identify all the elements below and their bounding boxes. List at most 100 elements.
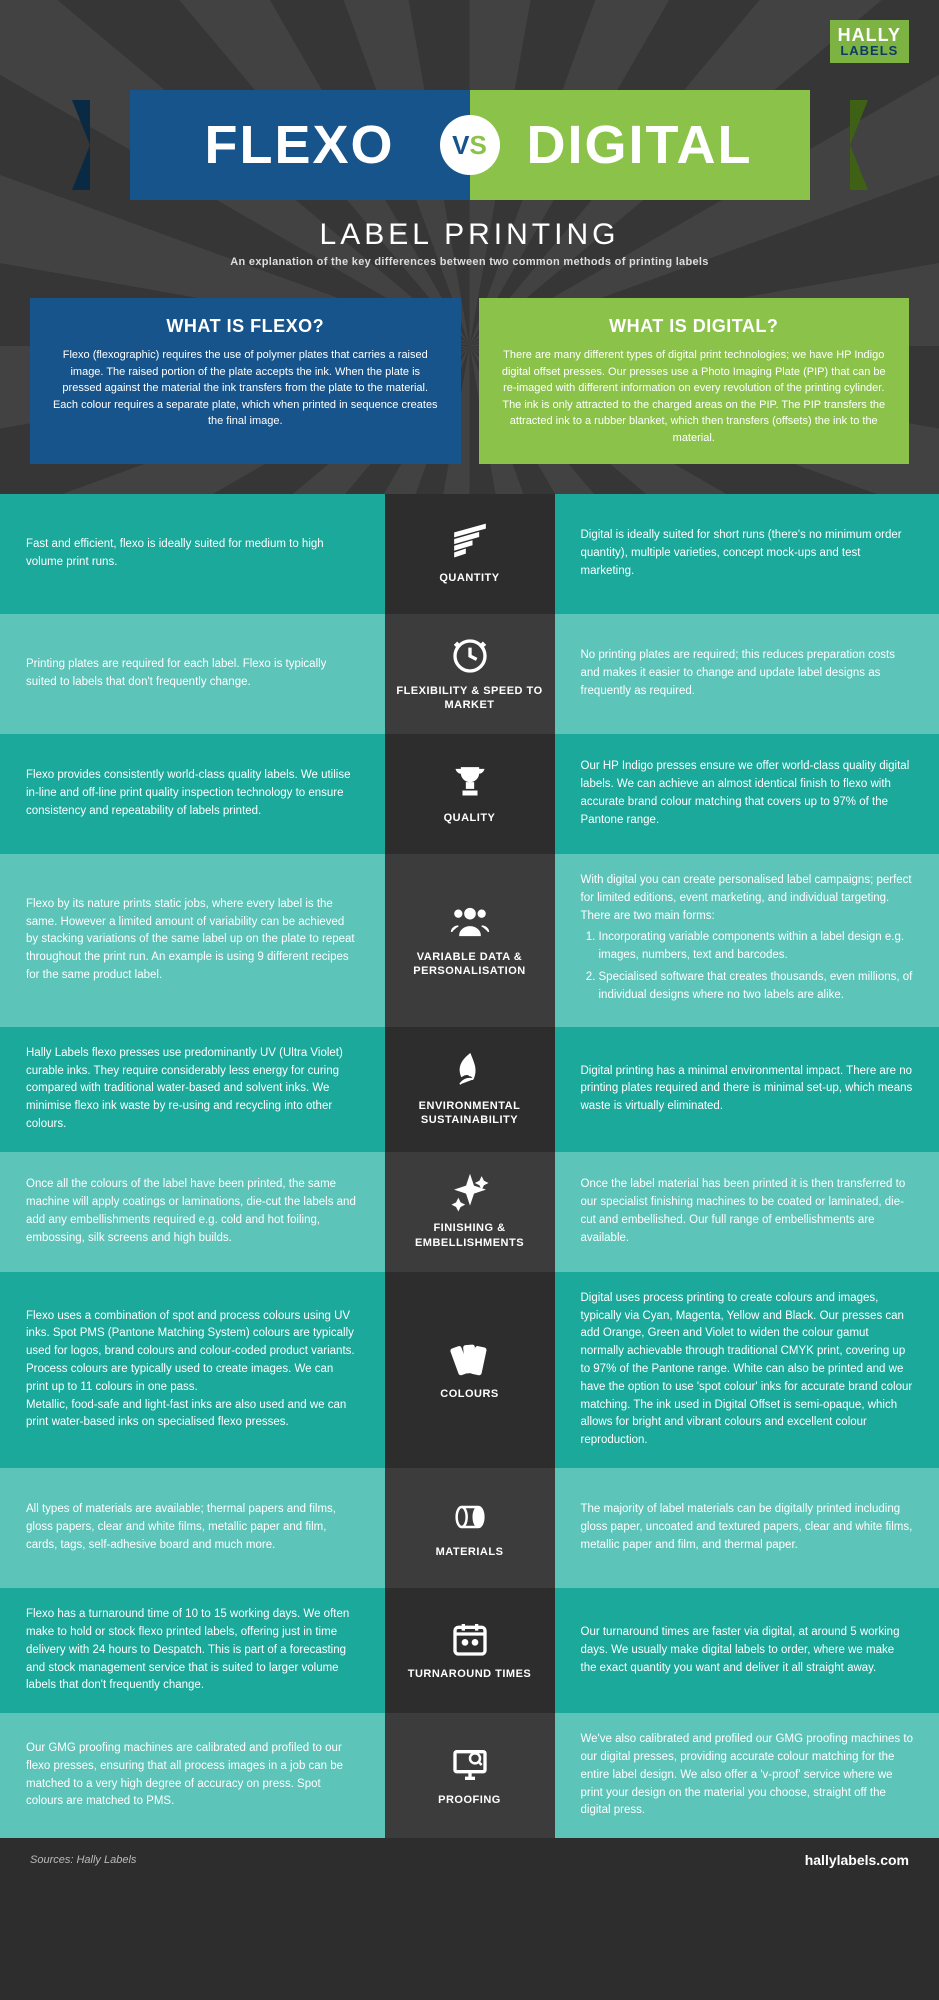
intro-digital-body: There are many different types of digita… — [501, 347, 888, 446]
category-cell: PROOFING — [385, 1713, 555, 1838]
category-cell: FLEXIBILITY & SPEED TO MARKET — [385, 614, 555, 734]
digital-cell: Digital uses process printing to create … — [555, 1272, 939, 1468]
digital-cell: The majority of label materials can be d… — [555, 1468, 939, 1588]
digital-text: Once the label material has been printed… — [581, 1176, 914, 1247]
flexo-cell: Flexo provides consistently world-class … — [0, 734, 385, 854]
category-label: COLOURS — [440, 1387, 499, 1401]
category-icon — [450, 1745, 490, 1785]
comparison-row: All types of materials are available; th… — [0, 1468, 939, 1588]
comparison-row: Fast and efficient, flexo is ideally sui… — [0, 494, 939, 614]
digital-cell: Digital is ideally suited for short runs… — [555, 494, 939, 614]
category-label: PROOFING — [438, 1793, 501, 1807]
digital-cell: With digital you can create personalised… — [555, 854, 939, 1027]
intro-boxes: WHAT IS FLEXO? Flexo (flexographic) requ… — [30, 298, 909, 464]
flexo-text: Flexo uses a combination of spot and pro… — [26, 1308, 359, 1433]
comparison-row: Flexo uses a combination of spot and pro… — [0, 1272, 939, 1468]
digital-cell: Our turnaround times are faster via digi… — [555, 1588, 939, 1713]
flexo-cell: Flexo uses a combination of spot and pro… — [0, 1272, 385, 1468]
hero-banner: HALLY LABELS FLEXO DIGITAL VS LABEL PRIN… — [0, 0, 939, 494]
flexo-cell: Flexo has a turnaround time of 10 to 15 … — [0, 1588, 385, 1713]
footer: Sources: Hally Labels hallylabels.com — [0, 1838, 939, 1882]
comparison-row: Flexo provides consistently world-class … — [0, 734, 939, 854]
category-label: TURNAROUND TIMES — [408, 1667, 532, 1681]
digital-text: Our HP Indigo presses ensure we offer wo… — [581, 758, 914, 829]
vs-s: S — [470, 130, 487, 161]
comparison-rows: Fast and efficient, flexo is ideally sui… — [0, 494, 939, 1838]
subtitle-tagline: An explanation of the key differences be… — [30, 256, 909, 268]
category-cell: MATERIALS — [385, 1468, 555, 1588]
intro-flexo-body: Flexo (flexographic) requires the use of… — [52, 347, 439, 430]
flexo-cell: Hally Labels flexo presses use predomina… — [0, 1027, 385, 1152]
category-label: MATERIALS — [436, 1545, 504, 1559]
banner-digital: DIGITAL — [470, 90, 810, 200]
digital-cell: We've also calibrated and profiled our G… — [555, 1713, 939, 1838]
flexo-text: Our GMG proofing machines are calibrated… — [26, 1740, 359, 1811]
category-icon — [450, 1339, 490, 1379]
digital-cell: Digital printing has a minimal environme… — [555, 1027, 939, 1152]
category-cell: VARIABLE DATA & PERSONALISATION — [385, 854, 555, 1027]
category-cell: QUALITY — [385, 734, 555, 854]
intro-flexo-title: WHAT IS FLEXO? — [52, 316, 439, 337]
flexo-text: Once all the colours of the label have b… — [26, 1176, 359, 1247]
ribbon-right — [810, 90, 850, 200]
footer-url: hallylabels.com — [805, 1852, 909, 1868]
digital-text: No printing plates are required; this re… — [581, 647, 914, 700]
subtitle: LABEL PRINTING An explanation of the key… — [30, 218, 909, 268]
brand-logo: HALLY LABELS — [830, 20, 909, 63]
flexo-text: Fast and efficient, flexo is ideally sui… — [26, 536, 359, 572]
category-cell: QUANTITY — [385, 494, 555, 614]
category-icon — [450, 763, 490, 803]
subtitle-title: LABEL PRINTING — [30, 218, 909, 252]
category-cell: FINISHING & EMBELLISHMENTS — [385, 1152, 555, 1272]
category-cell: ENVIRONMENTAL SUSTAINABILITY — [385, 1027, 555, 1152]
category-icon — [450, 1051, 490, 1091]
flexo-cell: Flexo by its nature prints static jobs, … — [0, 854, 385, 1027]
flexo-text: Printing plates are required for each la… — [26, 656, 359, 692]
category-icon — [450, 636, 490, 676]
digital-text: Digital is ideally suited for short runs… — [581, 527, 914, 580]
intro-digital-title: WHAT IS DIGITAL? — [501, 316, 888, 337]
ribbon-left — [90, 90, 130, 200]
intro-flexo: WHAT IS FLEXO? Flexo (flexographic) requ… — [30, 298, 461, 464]
title-banner: FLEXO DIGITAL VS — [30, 90, 909, 200]
category-icon — [450, 1173, 490, 1213]
flexo-cell: Once all the colours of the label have b… — [0, 1152, 385, 1272]
banner-flexo: FLEXO — [130, 90, 470, 200]
category-label: QUALITY — [444, 811, 496, 825]
digital-text: Digital uses process printing to create … — [581, 1290, 914, 1450]
digital-cell: Once the label material has been printed… — [555, 1152, 939, 1272]
intro-digital: WHAT IS DIGITAL? There are many differen… — [479, 298, 910, 464]
digital-text: We've also calibrated and profiled our G… — [581, 1731, 914, 1820]
footer-sources: Sources: Hally Labels — [30, 1854, 136, 1866]
digital-text: With digital you can create personalised… — [581, 872, 914, 1009]
brand-logo-top: HALLY — [838, 26, 901, 44]
vs-v: V — [452, 130, 469, 161]
flexo-cell: Our GMG proofing machines are calibrated… — [0, 1713, 385, 1838]
category-label: ENVIRONMENTAL SUSTAINABILITY — [393, 1099, 547, 1128]
category-cell: TURNAROUND TIMES — [385, 1588, 555, 1713]
comparison-row: Once all the colours of the label have b… — [0, 1152, 939, 1272]
category-label: FINISHING & EMBELLISHMENTS — [393, 1221, 547, 1250]
vs-badge: VS — [440, 115, 500, 175]
category-cell: COLOURS — [385, 1272, 555, 1468]
flexo-text: Flexo by its nature prints static jobs, … — [26, 896, 359, 985]
comparison-row: Printing plates are required for each la… — [0, 614, 939, 734]
comparison-row: Flexo has a turnaround time of 10 to 15 … — [0, 1588, 939, 1713]
comparison-row: Flexo by its nature prints static jobs, … — [0, 854, 939, 1027]
comparison-row: Our GMG proofing machines are calibrated… — [0, 1713, 939, 1838]
digital-text: Our turnaround times are faster via digi… — [581, 1624, 914, 1677]
category-icon — [450, 902, 490, 942]
comparison-row: Hally Labels flexo presses use predomina… — [0, 1027, 939, 1152]
flexo-cell: Fast and efficient, flexo is ideally sui… — [0, 494, 385, 614]
category-label: QUANTITY — [439, 571, 499, 585]
digital-cell: No printing plates are required; this re… — [555, 614, 939, 734]
flexo-cell: Printing plates are required for each la… — [0, 614, 385, 734]
digital-text: The majority of label materials can be d… — [581, 1501, 914, 1554]
category-icon — [450, 1619, 490, 1659]
category-icon — [450, 523, 490, 563]
flexo-text: Flexo provides consistently world-class … — [26, 767, 359, 820]
digital-text: Digital printing has a minimal environme… — [581, 1063, 914, 1116]
flexo-cell: All types of materials are available; th… — [0, 1468, 385, 1588]
flexo-text: Hally Labels flexo presses use predomina… — [26, 1045, 359, 1134]
flexo-text: Flexo has a turnaround time of 10 to 15 … — [26, 1606, 359, 1695]
